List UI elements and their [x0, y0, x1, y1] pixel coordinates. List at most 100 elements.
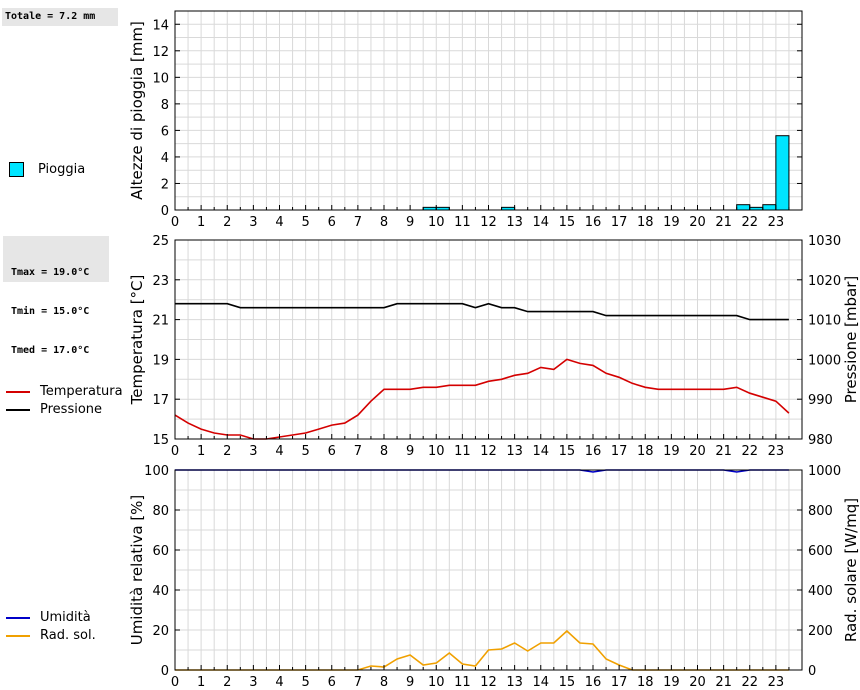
- y-tick-label: 19: [152, 353, 169, 368]
- y-tick-label: 21: [152, 314, 169, 329]
- rain-legend: Pioggia: [9, 161, 85, 179]
- y-tick-label: 14: [152, 18, 169, 33]
- x-tick-label: 14: [532, 675, 549, 690]
- y-right-tick-label: 0: [808, 664, 816, 679]
- x-tick-label: 22: [741, 215, 758, 230]
- x-tick-label: 4: [275, 675, 283, 690]
- y-tick-label: 17: [152, 393, 169, 408]
- temp-max: Tmax = 19.0°C: [11, 267, 90, 278]
- y-tick-label: 20: [152, 624, 169, 639]
- x-tick-label: 9: [406, 675, 414, 690]
- x-tick-label: 19: [663, 215, 680, 230]
- y-right-tick-label: 990: [808, 393, 833, 408]
- x-tick-label: 5: [301, 675, 309, 690]
- legend-label: Pioggia: [38, 162, 86, 177]
- humidity-swatch: [6, 616, 30, 619]
- rain-bar: [736, 204, 751, 211]
- x-tick-label: 1: [197, 444, 205, 459]
- y-tick-label: 4: [161, 151, 169, 166]
- x-tick-label: 11: [454, 444, 471, 459]
- radiation-swatch: [6, 634, 30, 637]
- x-tick-label: 12: [480, 675, 497, 690]
- x-tick-label: 21: [715, 675, 732, 690]
- x-tick-label: 23: [768, 444, 785, 459]
- temperature-legend: Temperatura Pressione: [6, 383, 123, 419]
- x-tick-label: 7: [354, 444, 362, 459]
- x-tick-label: 17: [611, 215, 628, 230]
- x-tick-label: 3: [249, 444, 257, 459]
- y-axis-label: Altezze di pioggia [mm]: [128, 21, 146, 200]
- x-tick-label: 15: [559, 215, 576, 230]
- x-tick-label: 13: [506, 444, 523, 459]
- temperature-swatch: [6, 390, 30, 393]
- x-tick-label: 0: [171, 675, 179, 690]
- y-tick-label: 25: [152, 234, 169, 249]
- rain-bar: [775, 135, 790, 211]
- x-tick-label: 12: [480, 215, 497, 230]
- y-tick-label: 6: [161, 124, 169, 139]
- x-tick-label: 21: [715, 215, 732, 230]
- y-right-tick-label: 1000: [808, 464, 841, 479]
- y-axis-label-right: Rad. solare [W/mq]: [842, 498, 860, 642]
- y-tick-label: 23: [152, 274, 169, 289]
- y-right-tick-label: 1000: [808, 353, 841, 368]
- y-axis-label: Temperatura [°C]: [128, 275, 146, 406]
- x-tick-label: 11: [454, 215, 471, 230]
- x-tick-label: 20: [689, 675, 706, 690]
- x-tick-label: 16: [585, 444, 602, 459]
- legend-item-pressure: Pressione: [6, 401, 123, 419]
- x-tick-label: 9: [406, 215, 414, 230]
- legend-item-radiation: Rad. sol.: [6, 627, 96, 645]
- legend-item-rain: Pioggia: [9, 161, 85, 179]
- x-tick-label: 7: [354, 215, 362, 230]
- y-right-tick-label: 400: [808, 584, 833, 599]
- x-tick-label: 1: [197, 675, 205, 690]
- x-tick-label: 1: [197, 215, 205, 230]
- x-tick-label: 0: [171, 444, 179, 459]
- x-tick-label: 18: [637, 675, 654, 690]
- x-tick-label: 19: [663, 675, 680, 690]
- y-right-tick-label: 980: [808, 433, 833, 448]
- legend-label: Rad. sol.: [40, 628, 96, 643]
- x-tick-label: 8: [380, 675, 388, 690]
- x-tick-label: 10: [428, 675, 445, 690]
- pressure-line: [175, 302, 789, 321]
- y-right-tick-label: 200: [808, 624, 833, 639]
- x-tick-label: 17: [611, 444, 628, 459]
- legend-label: Temperatura: [40, 384, 123, 399]
- temperature-line: [174, 358, 790, 440]
- x-tick-label: 9: [406, 444, 414, 459]
- x-tick-label: 15: [559, 444, 576, 459]
- x-tick-label: 13: [506, 675, 523, 690]
- x-tick-label: 5: [301, 215, 309, 230]
- rain-total: Totale = 7.2 mm: [2, 8, 118, 26]
- x-tick-label: 0: [171, 215, 179, 230]
- x-tick-label: 19: [663, 444, 680, 459]
- x-tick-label: 2: [223, 215, 231, 230]
- legend-item-humidity: Umidità: [6, 609, 96, 627]
- x-tick-label: 17: [611, 675, 628, 690]
- humidity-legend: Umidità Rad. sol.: [6, 609, 96, 645]
- x-tick-label: 3: [249, 675, 257, 690]
- x-tick-label: 22: [741, 675, 758, 690]
- x-tick-label: 6: [328, 215, 336, 230]
- x-tick-label: 6: [328, 444, 336, 459]
- x-tick-label: 23: [768, 215, 785, 230]
- y-axis-label-right: Pressione [mbar]: [842, 276, 860, 404]
- x-tick-label: 5: [301, 444, 309, 459]
- x-tick-label: 16: [585, 215, 602, 230]
- x-tick-label: 4: [275, 215, 283, 230]
- temp-min: Tmin = 15.0°C: [11, 306, 90, 317]
- x-tick-label: 4: [275, 444, 283, 459]
- y-tick-label: 80: [152, 504, 169, 519]
- x-tick-label: 2: [223, 675, 231, 690]
- x-tick-label: 2: [223, 444, 231, 459]
- x-tick-label: 14: [532, 215, 549, 230]
- y-right-tick-label: 800: [808, 504, 833, 519]
- y-tick-label: 2: [161, 177, 169, 192]
- pressure-swatch: [6, 408, 30, 411]
- y-right-tick-label: 1020: [808, 274, 841, 289]
- y-tick-label: 15: [152, 433, 169, 448]
- x-tick-label: 8: [380, 215, 388, 230]
